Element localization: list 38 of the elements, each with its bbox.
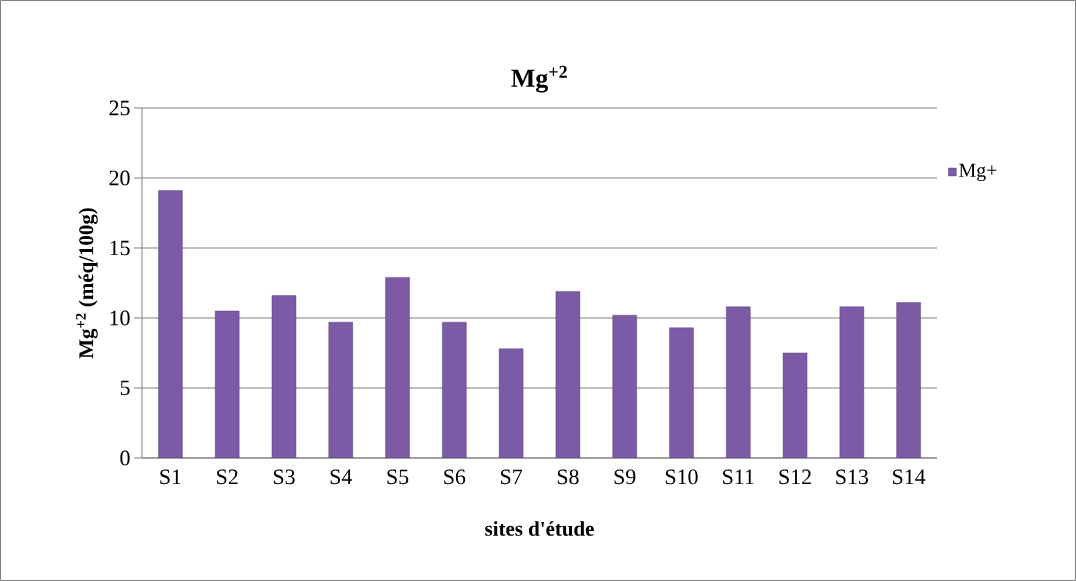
y-tick-label: 15 [110, 240, 130, 256]
x-tick-label: S13 [836, 469, 869, 485]
x-tick-label: S8 [557, 469, 579, 485]
x-tick-label: S4 [330, 469, 352, 485]
x-tick-label: S5 [387, 469, 409, 485]
bar [214, 310, 240, 458]
legend-label: Mg+ [959, 163, 997, 182]
y-axis-title: Mg$^{+2}$ (méq/100g) [75, 208, 98, 359]
bar [669, 327, 694, 458]
x-tick-label: S14 [893, 469, 926, 485]
y-tick-label: 10 [110, 310, 130, 326]
bar [498, 348, 524, 458]
bar [782, 352, 808, 458]
chart-title: Mg$^{+2}$ [511, 65, 567, 93]
bar [385, 277, 410, 458]
bar [612, 314, 637, 458]
x-tick-label: S9 [614, 469, 636, 485]
y-tick-label: 0 [120, 450, 130, 466]
x-axis-title: sites d'étude [485, 521, 594, 536]
bar [726, 306, 751, 458]
x-tick-label: S6 [444, 469, 466, 485]
x-tick-label: S1 [160, 469, 181, 485]
bar [271, 295, 297, 458]
x-tick-label: S11 [723, 469, 754, 485]
x-tick-label: S10 [665, 469, 698, 485]
bar [839, 306, 865, 458]
y-tick-label: 5 [120, 380, 130, 396]
bar [328, 321, 353, 458]
bar [158, 190, 183, 458]
x-tick-label: S12 [779, 469, 811, 485]
x-tick-label: S3 [273, 469, 295, 485]
x-tick-label: S7 [501, 469, 523, 485]
bar [555, 291, 581, 458]
bar [442, 321, 467, 458]
x-tick-label: S2 [217, 469, 238, 485]
y-tick-label: 20 [109, 170, 130, 186]
bar [896, 302, 921, 458]
y-tick-label: 25 [109, 100, 130, 116]
